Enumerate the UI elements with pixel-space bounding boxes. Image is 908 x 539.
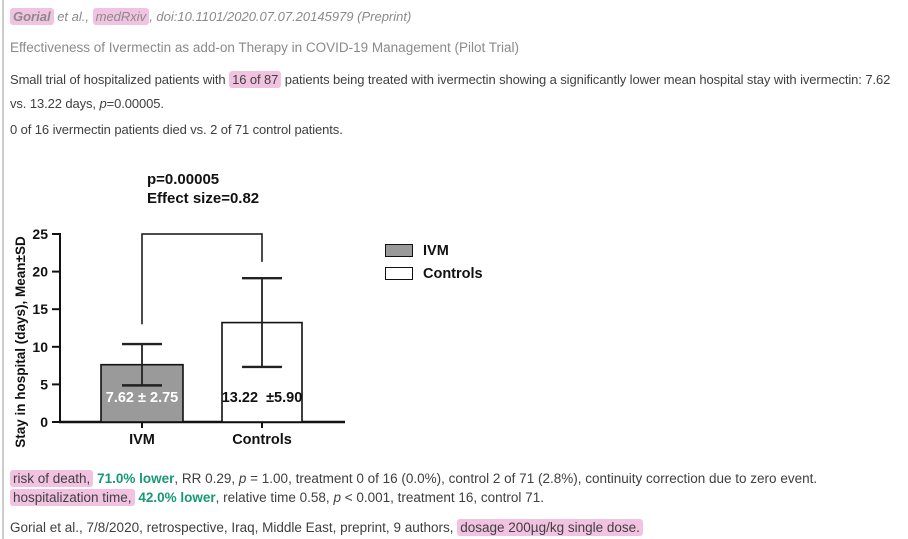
left-border-rule <box>2 0 4 539</box>
legend-item-ivm: IVM <box>385 242 483 259</box>
p-symbol: p <box>333 490 341 505</box>
x-category-label-ivm: IVM <box>129 432 155 448</box>
legend-label-ivm: IVM <box>423 242 449 259</box>
patients-count-highlight: 16 of 87 <box>229 71 282 88</box>
result-line-death: risk of death, 71.0% lower, RR 0.29, p =… <box>10 470 818 487</box>
risk-of-death-highlight: risk of death, <box>10 470 94 487</box>
chart-legend: IVM Controls <box>385 242 483 288</box>
result-line-hospitalization: hospitalization time, 42.0% lower, relat… <box>10 489 544 506</box>
study-meta-text: Gorial et al., 7/8/2020, retrospective, … <box>10 520 458 535</box>
summary-text-b: patients being treated with ivermectin s… <box>10 72 894 111</box>
hospitalization-time-highlight: hospitalization time, <box>10 489 135 506</box>
citation-doi: , doi:10.1101/2020.07.07.20145979 (Prepr… <box>149 9 412 24</box>
y-tick-label: 10 <box>32 339 48 355</box>
y-tick-label: 25 <box>32 226 48 242</box>
y-tick-label: 0 <box>40 414 48 430</box>
death-stats-b: = 1.00, treatment 0 of 16 (0.0%), contro… <box>246 471 818 486</box>
bar-chart: 0 5 10 15 20 25 Stay in hospital (days), Mean… <box>0 160 560 470</box>
y-axis-title: Stay in hospital (days), Mean±SD <box>13 236 28 448</box>
x-category-label-controls: Controls <box>232 432 292 448</box>
p-symbol: p <box>99 96 107 111</box>
study-meta-line: Gorial et al., 7/8/2020, retrospective, … <box>10 519 643 536</box>
deaths-line: 0 of 16 ivermectin patients died vs. 2 o… <box>10 122 343 137</box>
citation-line: Gorial et al., medRxiv, doi:10.1101/2020… <box>10 8 412 25</box>
dosage-highlight: dosage 200µg/kg single dose. <box>457 519 643 536</box>
y-tick-label: 5 <box>40 376 48 392</box>
y-tick-label: 20 <box>32 264 48 280</box>
y-tick-label: 15 <box>32 301 48 317</box>
citation-etal: et al., <box>53 9 93 24</box>
p-symbol: p <box>238 471 247 486</box>
hospitalization-improvement-value: 42.0% lower <box>138 490 216 505</box>
bar-value-label-ivm: 7.62 ± 2.75 <box>105 390 179 406</box>
death-improvement-value: 71.0% lower <box>97 471 175 486</box>
death-stats-a: , RR 0.29, <box>174 471 239 486</box>
chart-canvas: 0 5 10 15 20 25 <box>32 226 345 430</box>
citation-author-highlight: Gorial <box>10 8 54 25</box>
legend-item-controls: Controls <box>385 265 483 282</box>
summary-paragraph: Small trial of hospitalized patients wit… <box>10 68 900 116</box>
hosp-stats-b: < 0.001, treatment 16, control 71. <box>340 490 544 505</box>
summary-text-a: Small trial of hospitalized patients wit… <box>10 72 230 87</box>
comparison-bracket <box>141 233 263 325</box>
citation-journal-highlight: medRxiv <box>92 8 150 25</box>
p-value-text: p=0.00005 <box>147 171 220 188</box>
legend-swatch-ivm <box>385 244 413 257</box>
effect-size-text: Effect size=0.82 <box>147 190 260 207</box>
hosp-stats-a: , relative time 0.58, <box>215 490 334 505</box>
study-title: Effectiveness of Ivermectin as add-on Th… <box>10 40 519 55</box>
bar-value-label-controls: 13.22 ±5.90 <box>221 390 303 406</box>
legend-swatch-controls <box>385 267 413 280</box>
legend-label-controls: Controls <box>423 265 483 282</box>
chart-stats-annotation: p=0.00005 Effect size=0.82 <box>147 170 259 208</box>
summary-text-c: =0.00005. <box>106 96 164 111</box>
